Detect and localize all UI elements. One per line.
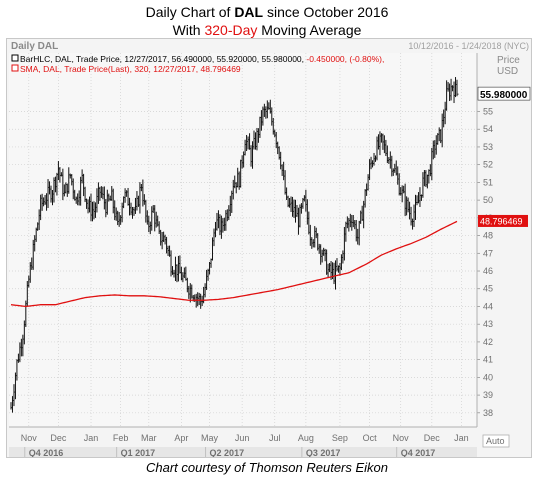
x-quarter-label: Q4 2017 — [401, 448, 436, 457]
x-month-label: Mar — [141, 433, 157, 443]
y-tick-label: 50 — [483, 195, 493, 205]
x-month-label: Feb — [113, 433, 129, 443]
y-tick-label: 44 — [483, 301, 493, 311]
subtitle-suffix: Moving Average — [257, 22, 362, 38]
auto-scale-button — [482, 434, 510, 448]
y-tick-label: 41 — [483, 355, 493, 365]
legend-entry: SMA, DAL, Trade Price(Last), 320, 12/27/… — [20, 64, 241, 74]
sma-value-label: 48.796469 — [480, 216, 523, 226]
subtitle-period: 320-Day — [204, 22, 258, 38]
quarter-band — [9, 447, 477, 457]
legend-swatch — [11, 54, 19, 62]
x-month-label: Jul — [269, 433, 281, 443]
y-tick-label: 47 — [483, 248, 493, 258]
y-tick-label: 38 — [483, 408, 493, 418]
date-range: 10/12/2016 - 1/24/2018 (NYC) — [408, 41, 529, 51]
last-price-tag — [477, 86, 531, 101]
title-prefix: Daily Chart of — [145, 4, 235, 20]
subtitle-prefix: With — [172, 22, 205, 38]
x-quarter-label: Q1 2017 — [121, 448, 156, 457]
x-quarter-label: Q4 2016 — [29, 448, 64, 457]
title-ticker: DAL — [234, 4, 264, 20]
y-tick-label: 51 — [483, 177, 493, 187]
chart-credit: Chart courtesy of Thomson Reuters Eikon — [145, 460, 389, 475]
y-tick-label: 43 — [483, 319, 493, 329]
y-axis-label-usd: USD — [497, 66, 518, 77]
y-tick-label: 45 — [483, 284, 493, 294]
price-bars — [10, 77, 459, 413]
x-month-label: May — [201, 433, 219, 443]
y-tick-label: 48 — [483, 231, 493, 241]
y-axis-label-price: Price — [497, 55, 520, 66]
y-tick-label: 42 — [483, 337, 493, 347]
title-suffix: since October 2016 — [263, 4, 389, 20]
panel-name: Daily DAL — [11, 41, 58, 52]
y-tick-label: 55 — [483, 106, 493, 116]
plot-area — [9, 53, 477, 427]
last-price-label: 55.980000 — [480, 90, 528, 101]
sma-320-line — [10, 220, 458, 308]
x-quarter-label: Q2 2017 — [210, 448, 245, 457]
y-tick-label: 39 — [483, 390, 493, 400]
price-chart[interactable]: 38394041424344454647484950515253545555.9… — [7, 39, 531, 457]
chart-title-line2: With 320-Day Moving Average — [0, 22, 534, 38]
legend-change: -0.450000, (-0.80%), — [306, 54, 384, 64]
x-month-label: Aug — [298, 433, 314, 443]
x-month-label: Nov — [21, 433, 38, 443]
x-month-label: Dec — [50, 433, 67, 443]
x-quarter-label: Q3 2017 — [306, 448, 341, 457]
chart-panel: 38394041424344454647484950515253545555.9… — [6, 38, 532, 458]
x-month-label: Nov — [393, 433, 410, 443]
x-month-label: Sep — [332, 433, 348, 443]
auto-scale-label: Auto — [486, 436, 505, 446]
x-month-label: Jan — [454, 433, 469, 443]
y-tick-label: 52 — [483, 160, 493, 170]
legend-entry: BarHLC, DAL, Trade Price, 12/27/2017, 56… — [20, 54, 384, 64]
legend-swatch — [11, 64, 19, 72]
x-month-label: Dec — [424, 433, 441, 443]
x-month-label: Oct — [363, 433, 378, 443]
y-tick-label: 54 — [483, 124, 493, 134]
x-month-label: Apr — [174, 433, 188, 443]
x-month-label: Jun — [235, 433, 250, 443]
chart-title-line1: Daily Chart of DAL since October 2016 — [0, 4, 534, 20]
y-tick-label: 53 — [483, 142, 493, 152]
sma-value-tag — [478, 214, 528, 227]
x-month-label: Jan — [84, 433, 99, 443]
y-tick-label: 40 — [483, 372, 493, 382]
y-tick-label: 46 — [483, 266, 493, 276]
